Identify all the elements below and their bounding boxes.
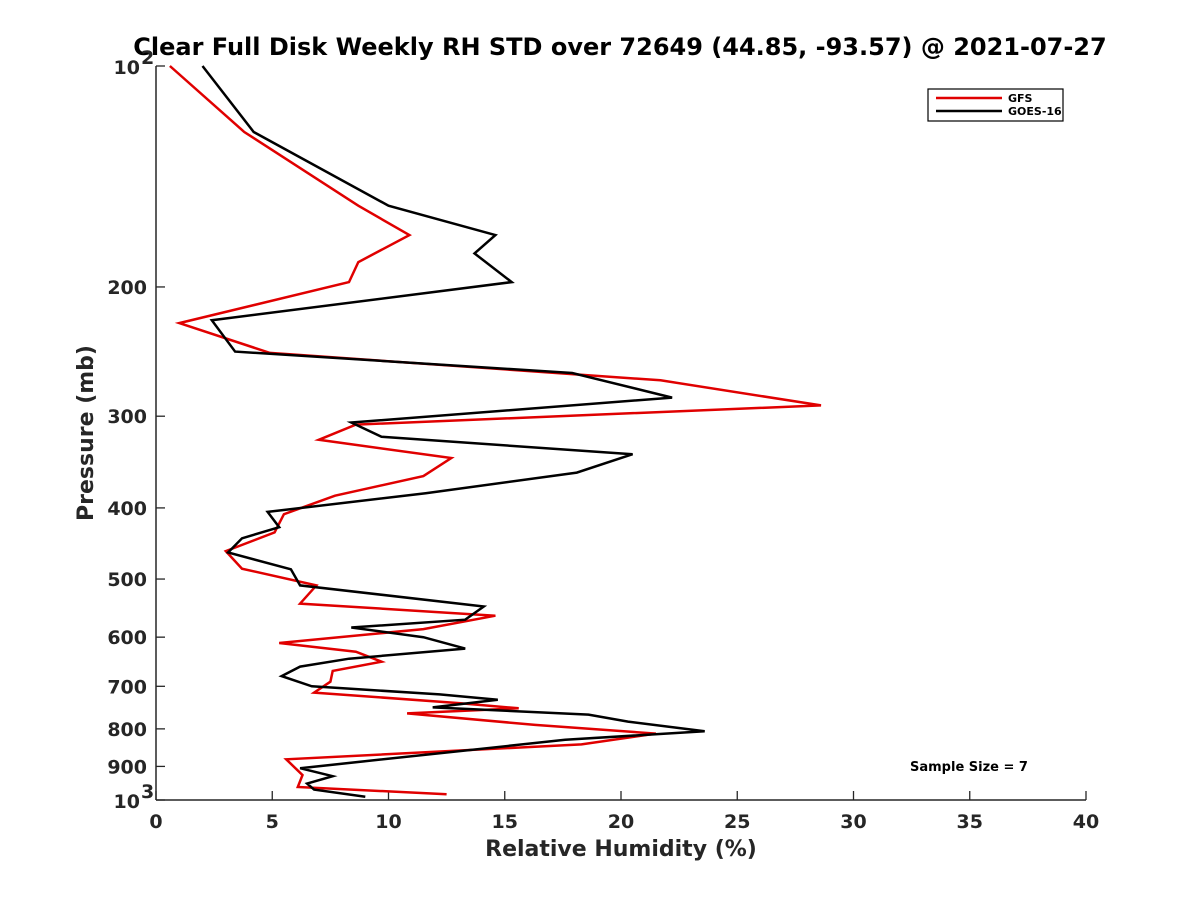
y-tick-label: 10 (114, 57, 140, 79)
x-tick-label: 20 (608, 811, 634, 833)
legend-label-series-2: GOES-16 (1008, 105, 1062, 118)
legend-label-series-1: GFS (1008, 92, 1033, 105)
series-line-goes-16 (201, 65, 705, 799)
series-line-gfs (169, 65, 822, 796)
x-tick-label: 5 (266, 811, 279, 833)
y-tick-label: 10 (114, 791, 140, 813)
legend-box (927, 88, 1064, 122)
y-tick-label: 400 (107, 498, 147, 520)
x-tick-label: 25 (724, 811, 750, 833)
y-tick-label: 200 (107, 277, 147, 299)
y-tick-label: 500 (107, 569, 147, 591)
y-tick-label: 900 (107, 756, 147, 778)
legend: GFS GOES-16 (927, 88, 1064, 122)
y-tick-exponent: 3 (141, 781, 154, 803)
y-tick-exponent: 2 (141, 47, 154, 69)
y-tick-label: 800 (107, 719, 147, 741)
x-tick-label: 40 (1073, 811, 1099, 833)
y-axis-label: Pressure (mb) (74, 345, 99, 521)
x-axis-label: Relative Humidity (%) (485, 837, 757, 862)
x-tick-label: 35 (957, 811, 983, 833)
sample-size-annotation: Sample Size = 7 (910, 760, 1028, 775)
y-tick-label: 300 (107, 406, 147, 428)
x-tick-label: 30 (840, 811, 866, 833)
x-tick-label: 0 (149, 811, 162, 833)
x-tick-label: 15 (492, 811, 518, 833)
y-tick-label: 700 (107, 676, 147, 698)
x-tick-label: 10 (375, 811, 401, 833)
chart-title: Clear Full Disk Weekly RH STD over 72649… (133, 33, 1106, 61)
y-tick-label: 600 (107, 627, 147, 649)
plot-lines (169, 65, 822, 799)
